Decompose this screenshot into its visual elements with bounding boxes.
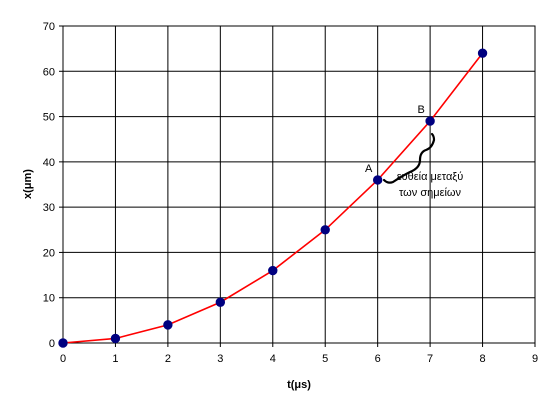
y-tick-label: 30 [43, 202, 55, 214]
x-tick-label: 3 [217, 353, 223, 365]
brace-annotation [382, 132, 436, 184]
note-line-1: ευθεία μεταξύ [397, 171, 464, 183]
x-tick-labels: 0 1 2 3 4 5 6 7 8 9 [60, 353, 538, 365]
point-label-a: A [365, 163, 373, 175]
data-point [110, 333, 121, 344]
data-point [477, 48, 488, 58]
x-tick-label: 1 [112, 353, 118, 365]
point-annotations: AB [365, 104, 425, 175]
data-point [320, 225, 330, 235]
data-point [58, 338, 68, 348]
y-tick-label: 70 [43, 21, 55, 33]
x-axis-title: t(μs) [287, 379, 311, 391]
x-tick-label: 8 [479, 353, 485, 365]
note-line-2: των σημείων [399, 187, 462, 199]
data-point [425, 116, 435, 126]
data-point [372, 175, 383, 185]
data-point [268, 265, 278, 276]
grid [59, 25, 536, 347]
point-label-b: B [417, 104, 424, 116]
y-tick-label: 40 [43, 157, 55, 169]
data-point [163, 320, 173, 330]
plot-area [62, 25, 536, 344]
y-tick-label: 10 [43, 293, 55, 305]
y-tick-label: 20 [43, 247, 55, 259]
x-tick-label: 6 [375, 353, 381, 365]
x-tick-label: 2 [165, 353, 171, 365]
x-tick-label: 4 [270, 353, 276, 365]
y-tick-label: 0 [49, 338, 55, 350]
x-tick-label: 5 [322, 353, 328, 365]
data-points [58, 48, 488, 348]
y-tick-label: 60 [43, 66, 55, 78]
data-point [215, 297, 226, 307]
y-tick-label: 50 [43, 112, 55, 124]
y-axis-title: x(μm) [22, 169, 34, 199]
x-tick-label: 7 [427, 353, 433, 365]
x-tick-label: 9 [532, 353, 538, 365]
x-tick-label: 0 [60, 353, 66, 365]
y-tick-labels: 0 10 20 30 40 50 60 70 [43, 21, 55, 350]
